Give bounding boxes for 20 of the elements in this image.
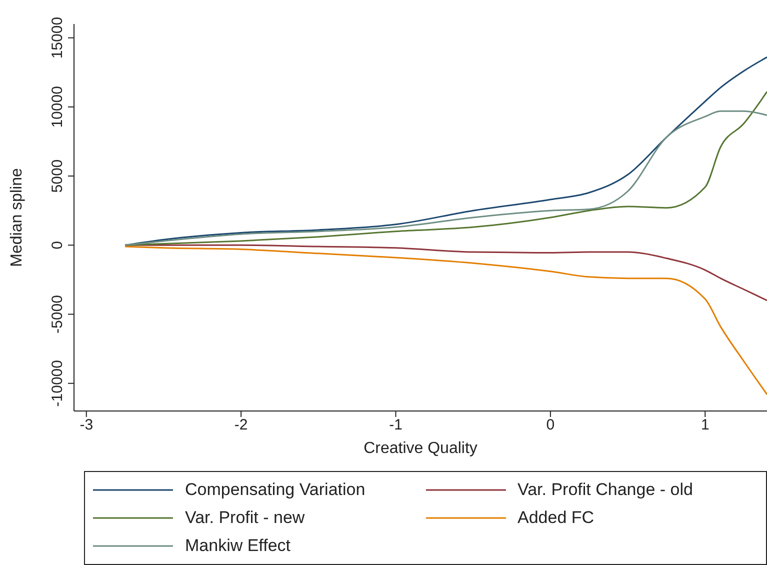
y-tick-label: 10000 (49, 86, 66, 128)
x-tick-label: 1 (700, 416, 710, 434)
x-tick-label: -1 (389, 416, 402, 434)
line-series (124, 56, 767, 246)
legend-label: Added FC (518, 508, 594, 528)
x-tick-label: -3 (80, 416, 94, 434)
y-tick-label: 5000 (49, 159, 66, 193)
y-tick-label: -10000 (49, 360, 66, 407)
legend-label: Var. Profit - new (185, 508, 305, 528)
y-tick-label: -5000 (49, 295, 66, 334)
y-tick-label: 15000 (49, 16, 66, 59)
x-axis-title: Creative Quality (364, 440, 478, 457)
x-tick-label: -2 (234, 416, 248, 434)
y-axis-title: Median spline (8, 168, 26, 267)
legend-label: Mankiw Effect (185, 536, 291, 556)
legend-label: Var. Profit Change - old (518, 480, 693, 500)
legend-label: Compensating Variation (185, 480, 366, 500)
x-tick-label: 0 (546, 416, 555, 434)
y-tick-label: 0 (49, 240, 66, 250)
line-series (124, 246, 767, 396)
